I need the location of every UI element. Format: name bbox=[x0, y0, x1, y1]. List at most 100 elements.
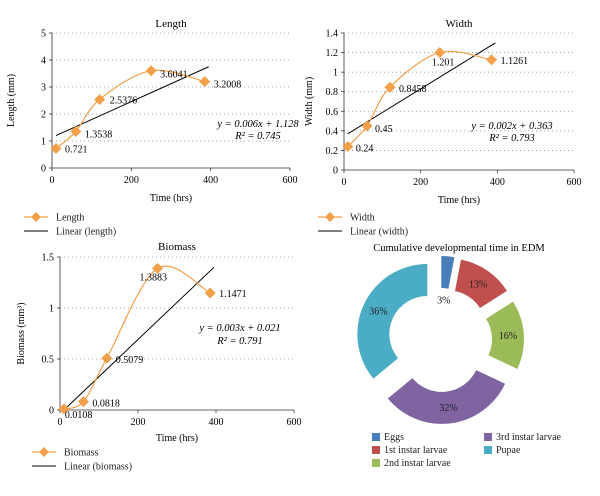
series-line bbox=[55, 69, 205, 149]
width-chart: Width 0 0.2 0.4 0.6 0.8 1 1.2 1.4 0 200 400 600 Time … bbox=[304, 18, 582, 238]
chart-title: Biomass bbox=[158, 241, 196, 253]
data-label: 3.6041 bbox=[160, 70, 188, 81]
data-label: 3.2008 bbox=[214, 80, 242, 91]
legend-label: Width bbox=[350, 213, 375, 224]
legend-marker bbox=[325, 212, 335, 222]
y-tick-label: 0.8 bbox=[326, 87, 339, 98]
slice-label: 13% bbox=[469, 279, 487, 290]
data-label: 2.5376 bbox=[110, 95, 138, 106]
trend-r-squared: R² = 0.745 bbox=[234, 131, 281, 142]
data-point bbox=[145, 65, 157, 77]
data-point bbox=[152, 262, 163, 274]
donut-slice bbox=[454, 259, 507, 309]
data-point bbox=[101, 352, 113, 364]
x-tick-label: 400 bbox=[209, 417, 224, 428]
y-tick-label: 0.5 bbox=[42, 355, 55, 366]
data-label: 0.721 bbox=[65, 145, 88, 156]
data-point bbox=[77, 396, 89, 408]
data-point bbox=[342, 141, 354, 153]
data-label: 0.45 bbox=[375, 124, 393, 135]
legend-swatch bbox=[372, 459, 380, 467]
y-tick-label: 0 bbox=[333, 166, 338, 177]
y-tick-label: 1 bbox=[49, 304, 54, 315]
y-tick-label: 1.4 bbox=[326, 29, 339, 40]
data-label: 1.1471 bbox=[219, 289, 247, 300]
data-point bbox=[384, 81, 396, 93]
legend-marker bbox=[31, 212, 41, 222]
data-label: 1.201 bbox=[432, 57, 455, 68]
x-axis-label: Time (hrs) bbox=[156, 433, 198, 444]
x-tick-label: 400 bbox=[490, 177, 505, 188]
x-tick-label: 200 bbox=[124, 175, 139, 186]
data-label: 0.0108 bbox=[65, 410, 93, 421]
data-point bbox=[58, 403, 70, 415]
y-axis-label: Length (mm) bbox=[6, 74, 17, 127]
data-label: 0.5079 bbox=[116, 355, 144, 366]
x-tick-label: 400 bbox=[203, 175, 218, 186]
data-point bbox=[434, 46, 446, 58]
legend-swatch bbox=[372, 433, 380, 441]
donut-slice bbox=[486, 301, 524, 369]
chart-title: Length bbox=[155, 18, 187, 30]
data-label: 1.1261 bbox=[501, 56, 529, 67]
trend-r-squared: R² = 0.791 bbox=[216, 336, 263, 347]
legend-swatch bbox=[372, 446, 380, 454]
donut-slice bbox=[357, 264, 428, 379]
series-line bbox=[63, 265, 211, 410]
legend-label: 2nd instar larvae bbox=[384, 458, 451, 469]
y-tick-label: 2 bbox=[41, 110, 46, 121]
legend-label: Eggs bbox=[384, 432, 404, 443]
trend-equation: y = 0.003x + 0.021 bbox=[198, 323, 280, 334]
y-tick-label: 3 bbox=[41, 83, 46, 94]
x-tick-label: 200 bbox=[413, 177, 428, 188]
legend-swatch bbox=[484, 446, 492, 454]
developmental-time-donut-chart: Cumulative developmental time in EDM 3% 13… bbox=[357, 243, 562, 469]
y-tick-label: 1 bbox=[41, 137, 46, 148]
x-tick-label: 600 bbox=[283, 175, 298, 186]
y-tick-label: 0.4 bbox=[326, 126, 339, 137]
legend-label: 1st instar larvae bbox=[384, 445, 448, 456]
data-point bbox=[50, 143, 62, 155]
slice-label: 16% bbox=[499, 331, 517, 342]
legend-label: Linear (width) bbox=[350, 227, 408, 238]
data-label: 1.3883 bbox=[140, 272, 168, 283]
y-tick-label: 0 bbox=[49, 406, 54, 417]
length-chart: Length 0 1 2 3 4 5 0 200 400 600 Time (hrs) Length (… bbox=[6, 18, 299, 238]
trend-r-squared: R² = 0.793 bbox=[488, 133, 535, 144]
y-tick-label: 0 bbox=[41, 164, 46, 175]
data-label: 0.24 bbox=[356, 144, 374, 155]
trend-line bbox=[347, 42, 496, 135]
y-axis-label: Biomass (mm³) bbox=[16, 302, 27, 364]
x-tick-label: 0 bbox=[58, 417, 63, 428]
x-tick-label: 0 bbox=[50, 175, 55, 186]
data-label: 1.3538 bbox=[85, 129, 113, 140]
y-axis-label: Width (mm) bbox=[304, 77, 315, 126]
data-point bbox=[361, 120, 373, 132]
x-tick-label: 200 bbox=[131, 417, 146, 428]
x-tick-label: 600 bbox=[567, 177, 582, 188]
y-tick-label: 4 bbox=[41, 56, 46, 67]
legend-label: Biomass bbox=[64, 448, 99, 459]
data-point bbox=[204, 287, 216, 299]
data-point bbox=[70, 125, 82, 137]
y-tick-label: 1 bbox=[333, 68, 338, 79]
data-label: 0.8458 bbox=[399, 84, 427, 95]
slice-label: 3% bbox=[437, 296, 450, 307]
chart-title: Cumulative developmental time in EDM bbox=[373, 243, 545, 254]
legend-swatch bbox=[484, 433, 492, 441]
y-tick-label: 0.6 bbox=[326, 107, 339, 118]
legend-label: Length bbox=[56, 213, 84, 224]
x-tick-label: 600 bbox=[287, 417, 302, 428]
data-point bbox=[199, 76, 211, 88]
y-tick-label: 0.2 bbox=[326, 146, 339, 157]
data-point bbox=[486, 54, 498, 66]
slice-label: 32% bbox=[439, 403, 457, 414]
slice-label: 36% bbox=[369, 307, 387, 318]
data-point bbox=[94, 93, 106, 105]
y-tick-label: 1.5 bbox=[42, 253, 55, 264]
legend-marker bbox=[39, 447, 49, 457]
donut-slice bbox=[441, 256, 455, 289]
legend-label: Linear (length) bbox=[56, 227, 116, 238]
biomass-chart: Biomass 0 0.5 1 1.5 0 200 400 600 Time (hrs) Bioma… bbox=[16, 241, 302, 473]
